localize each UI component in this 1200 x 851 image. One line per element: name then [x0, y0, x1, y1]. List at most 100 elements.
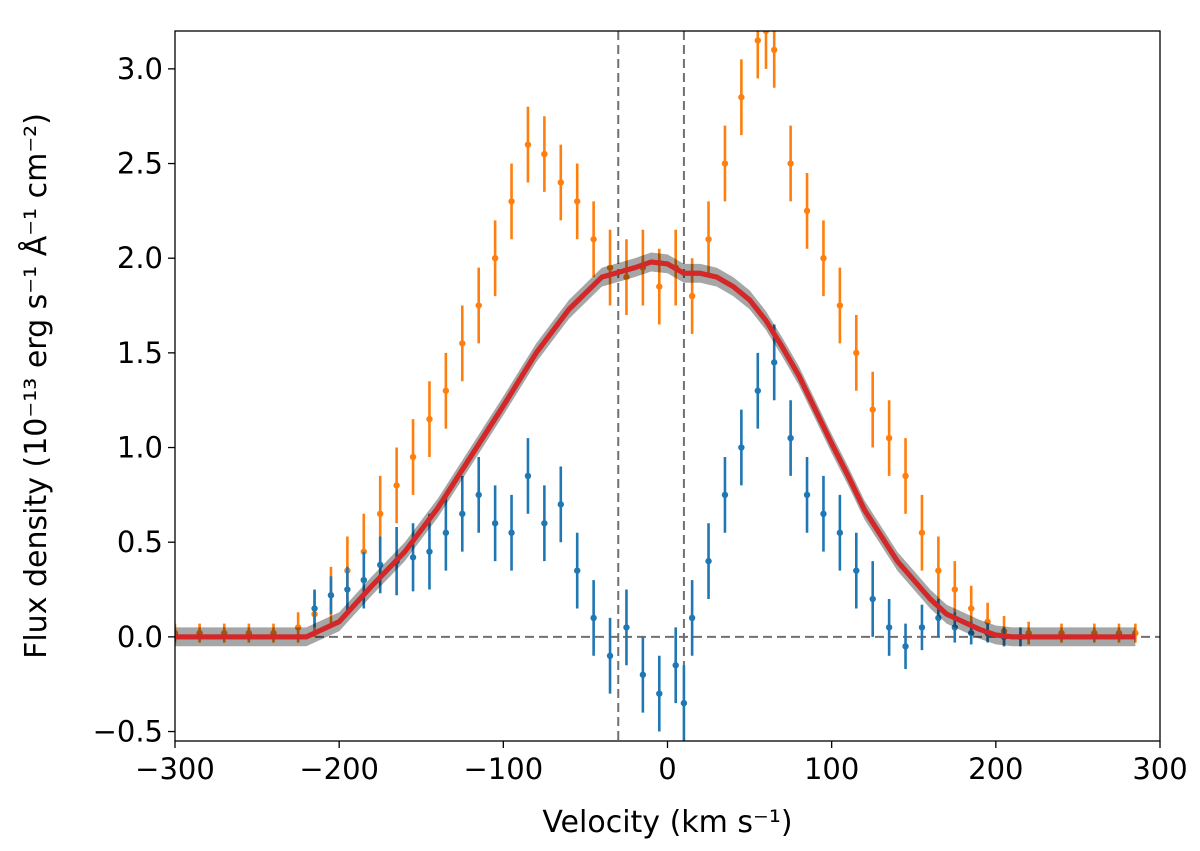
data-point [935, 567, 942, 574]
data-point [803, 207, 811, 215]
data-point [968, 605, 975, 612]
x-tick-label: 300 [1132, 752, 1187, 786]
data-point [508, 529, 515, 536]
data-point [688, 292, 696, 300]
data-point [426, 415, 433, 423]
data-point [541, 150, 548, 158]
data-point [771, 46, 778, 54]
x-tick-label: −200 [299, 752, 379, 786]
data-point [344, 586, 351, 593]
data-point [459, 340, 466, 347]
data-point [984, 618, 991, 625]
y-axis-ticks: −0.5 0.0 0.5 1.0 1.5 2.0 2.5 3.0 [93, 52, 175, 749]
data-point [590, 614, 597, 622]
data-point [409, 453, 417, 461]
data-point [738, 444, 745, 451]
data-point [820, 510, 827, 517]
y-tick-label: 1.5 [117, 336, 163, 370]
data-point [836, 302, 844, 309]
data-point [787, 434, 794, 442]
x-tick-label: 0 [658, 752, 676, 786]
data-point [557, 501, 564, 508]
data-point [311, 605, 318, 612]
x-tick-label: 200 [968, 752, 1023, 786]
data-point [508, 198, 515, 205]
data-point [968, 629, 975, 637]
data-point [623, 273, 630, 281]
data-point [541, 520, 548, 527]
x-axis-ticks: −300 −200 −100 0 100 200 300 [135, 741, 1188, 786]
data-point [475, 491, 482, 499]
y-tick-label: 0.5 [117, 525, 163, 559]
data-point [656, 690, 663, 697]
x-tick-label: 100 [804, 752, 859, 786]
data-point [574, 198, 581, 205]
data-point [656, 283, 663, 290]
data-point [688, 614, 696, 622]
data-point [771, 359, 778, 366]
data-point [738, 94, 745, 101]
x-tick-label: −300 [135, 752, 215, 786]
data-point [705, 236, 712, 243]
data-point [836, 529, 844, 536]
y-tick-label: 3.0 [117, 52, 163, 86]
data-point [491, 255, 499, 262]
data-point [721, 491, 729, 499]
data-point [623, 624, 630, 631]
data-point [475, 302, 482, 309]
data-point [409, 554, 417, 561]
y-tick-label: 0.0 [117, 620, 163, 654]
blue-data-series [311, 324, 1024, 741]
data-point [377, 510, 384, 517]
data-point [754, 37, 761, 44]
y-tick-label: −0.5 [93, 715, 163, 749]
data-point [680, 699, 688, 707]
data-point [820, 255, 827, 262]
x-axis-label: Velocity (km s⁻¹) [542, 805, 792, 840]
plot-area [175, 31, 1160, 741]
data-point [721, 160, 729, 167]
data-point [393, 482, 400, 489]
data-point [918, 624, 926, 631]
data-point [524, 141, 532, 148]
data-point [426, 548, 433, 555]
data-point [442, 529, 450, 536]
data-point [869, 595, 876, 603]
data-point [803, 491, 811, 499]
data-point [885, 624, 893, 631]
data-point [442, 387, 450, 394]
data-point [935, 614, 942, 622]
y-axis-label: Flux density (10⁻¹³ erg s⁻¹ Å⁻¹ cm⁻²) [18, 113, 54, 659]
model-samples-core [175, 259, 1136, 640]
data-point [951, 624, 958, 631]
data-point [360, 576, 367, 584]
best-fit-line [175, 259, 1136, 640]
data-point [639, 671, 647, 678]
data-point [853, 349, 860, 357]
y-tick-label: 1.0 [117, 431, 163, 465]
data-point [294, 624, 302, 631]
data-point [705, 557, 712, 565]
data-point [459, 510, 466, 517]
data-point [590, 236, 597, 243]
data-point [918, 529, 926, 536]
data-point [869, 406, 876, 413]
data-point [672, 662, 679, 669]
data-point [902, 472, 909, 480]
data-point [606, 264, 614, 271]
data-point [885, 434, 893, 442]
data-point [754, 387, 761, 394]
data-point [951, 586, 958, 593]
data-point [574, 567, 581, 574]
data-point [327, 592, 335, 599]
orange-data-series [175, 31, 1139, 647]
data-point [377, 561, 384, 569]
data-point [606, 652, 614, 659]
data-point [902, 643, 909, 650]
model-samples-band [175, 252, 1136, 647]
data-point [787, 160, 794, 167]
data-point [762, 31, 770, 35]
data-point [853, 567, 860, 574]
data-point [524, 472, 532, 480]
